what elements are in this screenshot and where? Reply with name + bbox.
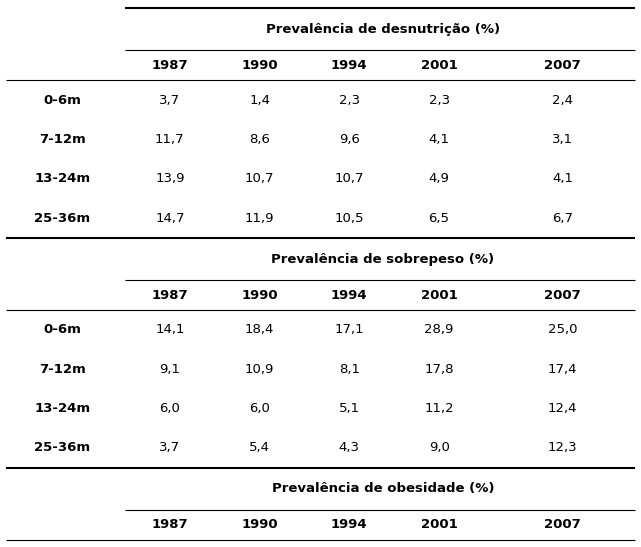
Text: Prevalência de obesidade (%): Prevalência de obesidade (%) xyxy=(272,482,494,495)
Text: 25-36m: 25-36m xyxy=(35,212,90,225)
Text: 1994: 1994 xyxy=(331,289,368,301)
Text: 18,4: 18,4 xyxy=(245,323,274,336)
Text: 11,2: 11,2 xyxy=(424,402,454,415)
Text: 3,1: 3,1 xyxy=(552,133,573,146)
Text: 13,9: 13,9 xyxy=(155,172,185,185)
Text: 4,9: 4,9 xyxy=(429,172,449,185)
Text: 2001: 2001 xyxy=(420,59,458,72)
Text: 2,3: 2,3 xyxy=(339,94,360,107)
Text: 28,9: 28,9 xyxy=(424,323,454,336)
Text: Prevalência de desnutrição (%): Prevalência de desnutrição (%) xyxy=(266,23,500,36)
Text: 11,7: 11,7 xyxy=(155,133,185,146)
Text: 2007: 2007 xyxy=(544,289,581,301)
Text: 17,4: 17,4 xyxy=(547,363,578,376)
Text: Prevalência de sobrepeso (%): Prevalência de sobrepeso (%) xyxy=(271,253,495,265)
Text: 9,1: 9,1 xyxy=(160,363,180,376)
Text: 4,1: 4,1 xyxy=(429,133,449,146)
Text: 1,4: 1,4 xyxy=(249,94,270,107)
Text: 7-12m: 7-12m xyxy=(39,363,86,376)
Text: 7-12m: 7-12m xyxy=(39,133,86,146)
Text: 17,8: 17,8 xyxy=(424,363,454,376)
Text: 25,0: 25,0 xyxy=(547,323,578,336)
Text: 6,5: 6,5 xyxy=(429,212,449,225)
Text: 2,3: 2,3 xyxy=(429,94,449,107)
Text: 10,7: 10,7 xyxy=(245,172,274,185)
Text: 9,0: 9,0 xyxy=(429,441,449,455)
Text: 10,9: 10,9 xyxy=(245,363,274,376)
Text: 11,9: 11,9 xyxy=(245,212,274,225)
Text: 1994: 1994 xyxy=(331,519,368,531)
Text: 3,7: 3,7 xyxy=(160,94,180,107)
Text: 6,0: 6,0 xyxy=(160,402,180,415)
Text: 3,7: 3,7 xyxy=(160,441,180,455)
Text: 6,7: 6,7 xyxy=(552,212,573,225)
Text: 1987: 1987 xyxy=(151,59,188,72)
Text: 1990: 1990 xyxy=(241,59,278,72)
Text: 0-6m: 0-6m xyxy=(44,323,81,336)
Text: 14,1: 14,1 xyxy=(155,323,185,336)
Text: 2007: 2007 xyxy=(544,59,581,72)
Text: 0-6m: 0-6m xyxy=(44,94,81,107)
Text: 6,0: 6,0 xyxy=(249,402,270,415)
Text: 17,1: 17,1 xyxy=(335,323,364,336)
Text: 13-24m: 13-24m xyxy=(35,402,90,415)
Text: 5,1: 5,1 xyxy=(339,402,360,415)
Text: 9,6: 9,6 xyxy=(339,133,360,146)
Text: 1990: 1990 xyxy=(241,289,278,301)
Text: 2001: 2001 xyxy=(420,519,458,531)
Text: 1987: 1987 xyxy=(151,519,188,531)
Text: 8,6: 8,6 xyxy=(249,133,270,146)
Text: 5,4: 5,4 xyxy=(249,441,270,455)
Text: 14,7: 14,7 xyxy=(155,212,185,225)
Text: 25-36m: 25-36m xyxy=(35,441,90,455)
Text: 2,4: 2,4 xyxy=(552,94,573,107)
Text: 2001: 2001 xyxy=(420,289,458,301)
Text: 12,4: 12,4 xyxy=(547,402,578,415)
Text: 1987: 1987 xyxy=(151,289,188,301)
Text: 10,5: 10,5 xyxy=(335,212,364,225)
Text: 4,3: 4,3 xyxy=(339,441,360,455)
Text: 13-24m: 13-24m xyxy=(35,172,90,185)
Text: 10,7: 10,7 xyxy=(335,172,364,185)
Text: 8,1: 8,1 xyxy=(339,363,360,376)
Text: 12,3: 12,3 xyxy=(547,441,578,455)
Text: 1994: 1994 xyxy=(331,59,368,72)
Text: 2007: 2007 xyxy=(544,519,581,531)
Text: 4,1: 4,1 xyxy=(552,172,573,185)
Text: 1990: 1990 xyxy=(241,519,278,531)
